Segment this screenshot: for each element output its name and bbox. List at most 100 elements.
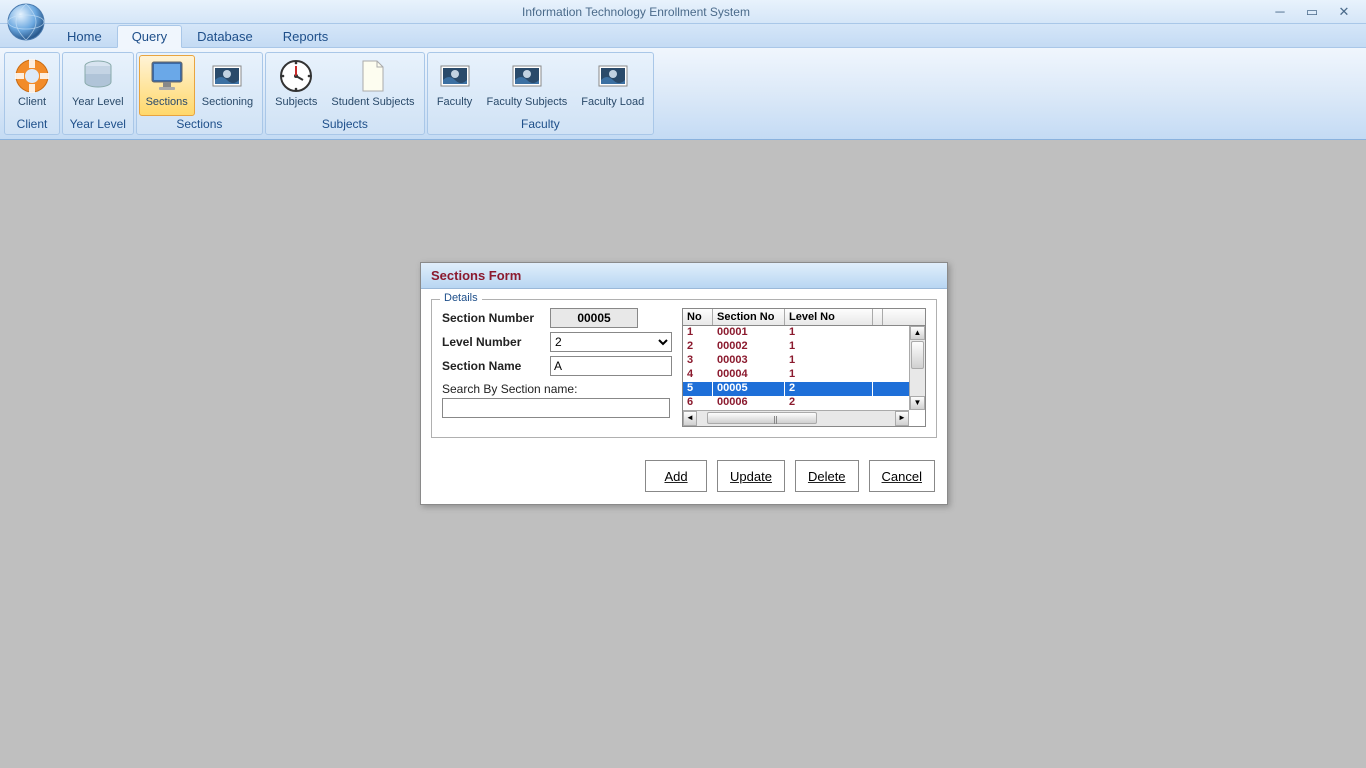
level-number-label: Level Number bbox=[442, 335, 550, 349]
hscroll-thumb[interactable] bbox=[707, 412, 817, 424]
app-title: Information Technology Enrollment System bbox=[0, 5, 1272, 19]
scroll-down-icon[interactable]: ▼ bbox=[910, 396, 925, 410]
photo-icon bbox=[437, 58, 473, 94]
scroll-thumb[interactable] bbox=[911, 341, 924, 369]
section-number-field: 00005 bbox=[550, 308, 638, 328]
scroll-left-icon[interactable]: ◄ bbox=[683, 411, 697, 426]
ribbon-item-label: Student Subjects bbox=[331, 96, 414, 108]
ribbon-group-label: Faculty bbox=[430, 116, 652, 132]
tab-home[interactable]: Home bbox=[52, 25, 117, 47]
ribbon-item-sections[interactable]: Sections bbox=[139, 55, 195, 116]
ribbon-item-label: Year Level bbox=[72, 96, 124, 108]
update-button[interactable]: Update bbox=[717, 460, 785, 492]
ribbon-item-faculty-subjects[interactable]: Faculty Subjects bbox=[480, 55, 575, 116]
col-section-no[interactable]: Section No bbox=[713, 309, 785, 325]
level-number-select[interactable]: 12 bbox=[550, 332, 672, 352]
table-row[interactable]: 2000021 bbox=[683, 340, 909, 354]
table-cell: 00001 bbox=[713, 326, 785, 340]
col-extra[interactable] bbox=[873, 309, 883, 325]
table-cell: 00006 bbox=[713, 396, 785, 410]
section-name-label: Section Name bbox=[442, 359, 550, 373]
dbstack-icon bbox=[80, 58, 116, 94]
window-controls: ─ ▭ ✕ bbox=[1272, 4, 1366, 20]
col-level-no[interactable]: Level No bbox=[785, 309, 873, 325]
table-cell: 1 bbox=[683, 326, 713, 340]
datagrid-header: No Section No Level No bbox=[683, 309, 925, 326]
table-row[interactable]: 6000062 bbox=[683, 396, 909, 410]
ribbon-group-subjects: Subjects Student Subjects Subjects bbox=[265, 52, 424, 135]
datagrid-vscrollbar[interactable]: ▲ ▼ bbox=[909, 326, 925, 410]
ribbon-item-client[interactable]: Client bbox=[7, 55, 57, 116]
monitor-icon bbox=[149, 58, 185, 94]
scroll-up-icon[interactable]: ▲ bbox=[910, 326, 925, 340]
table-cell: 2 bbox=[785, 396, 873, 410]
table-cell: 00003 bbox=[713, 354, 785, 368]
ribbon-item-student-subjects[interactable]: Student Subjects bbox=[324, 55, 421, 116]
tab-reports[interactable]: Reports bbox=[268, 25, 344, 47]
ribbon-group-label: Subjects bbox=[268, 116, 421, 132]
table-cell: 1 bbox=[785, 368, 873, 382]
ribbon-item-label: Sectioning bbox=[202, 96, 253, 108]
table-cell: 2 bbox=[785, 382, 873, 396]
dialog-title: Sections Form bbox=[421, 263, 947, 289]
menu-tabs: Home Query Database Reports bbox=[0, 24, 1366, 48]
ribbon-item-label: Subjects bbox=[275, 96, 317, 108]
page-icon bbox=[355, 58, 391, 94]
workspace: Sections Form Details Section Number 000… bbox=[0, 140, 1366, 768]
clock-icon bbox=[278, 58, 314, 94]
ribbon-item-label: Faculty bbox=[437, 96, 472, 108]
photo-icon bbox=[209, 58, 245, 94]
table-cell: 1 bbox=[785, 340, 873, 354]
ribbon-group-sections: SectionsSectioningSections bbox=[136, 52, 264, 135]
details-fieldset: Details Section Number 00005 Level Numbe… bbox=[431, 299, 937, 438]
table-row[interactable]: 5000052 bbox=[683, 382, 909, 396]
ribbon-item-label: Faculty Subjects bbox=[487, 96, 568, 108]
ribbon-item-label: Sections bbox=[146, 96, 188, 108]
ribbon-group-faculty: Faculty Faculty Subjects Faculty Load Facul… bbox=[427, 52, 655, 135]
ribbon-item-year-level[interactable]: Year Level bbox=[65, 55, 131, 116]
ribbon-item-sectioning[interactable]: Sectioning bbox=[195, 55, 260, 116]
maximize-button[interactable]: ▭ bbox=[1304, 4, 1320, 20]
table-row[interactable]: 3000031 bbox=[683, 354, 909, 368]
titlebar: Information Technology Enrollment System… bbox=[0, 0, 1366, 24]
datagrid-hscrollbar[interactable]: ◄ ► bbox=[683, 410, 909, 426]
ribbon-group-label: Client bbox=[7, 116, 57, 132]
dialog-actions: Add Update Delete Cancel bbox=[421, 448, 947, 504]
ribbon-item-label: Faculty Load bbox=[581, 96, 644, 108]
scroll-right-icon[interactable]: ► bbox=[895, 411, 909, 426]
table-row[interactable]: 1000011 bbox=[683, 326, 909, 340]
section-name-input[interactable] bbox=[550, 356, 672, 376]
cancel-button[interactable]: Cancel bbox=[869, 460, 935, 492]
ribbon: ClientClientYear LevelYear LevelSections… bbox=[0, 48, 1366, 140]
table-cell: 2 bbox=[683, 340, 713, 354]
search-input[interactable] bbox=[442, 398, 670, 418]
photo-icon bbox=[595, 58, 631, 94]
ribbon-item-faculty[interactable]: Faculty bbox=[430, 55, 480, 116]
app-orb-icon[interactable] bbox=[6, 2, 46, 42]
table-cell: 6 bbox=[683, 396, 713, 410]
lifebuoy-icon bbox=[14, 58, 50, 94]
ribbon-item-faculty-load[interactable]: Faculty Load bbox=[574, 55, 651, 116]
close-button[interactable]: ✕ bbox=[1336, 4, 1352, 20]
tab-query[interactable]: Query bbox=[117, 25, 182, 48]
ribbon-item-label: Client bbox=[18, 96, 46, 108]
table-cell: 00004 bbox=[713, 368, 785, 382]
table-cell: 1 bbox=[785, 326, 873, 340]
section-number-label: Section Number bbox=[442, 311, 550, 325]
minimize-button[interactable]: ─ bbox=[1272, 4, 1288, 20]
table-cell: 1 bbox=[785, 354, 873, 368]
search-label: Search By Section name: bbox=[442, 382, 672, 396]
photo-icon bbox=[509, 58, 545, 94]
tab-database[interactable]: Database bbox=[182, 25, 268, 47]
ribbon-item-subjects[interactable]: Subjects bbox=[268, 55, 324, 116]
ribbon-group-client: Client Client bbox=[4, 52, 60, 135]
col-no[interactable]: No bbox=[683, 309, 713, 325]
sections-datagrid: No Section No Level No 10000112000021300… bbox=[682, 308, 926, 427]
sections-form-dialog: Sections Form Details Section Number 000… bbox=[420, 262, 948, 505]
table-cell: 5 bbox=[683, 382, 713, 396]
delete-button[interactable]: Delete bbox=[795, 460, 859, 492]
table-cell: 00002 bbox=[713, 340, 785, 354]
table-cell: 3 bbox=[683, 354, 713, 368]
add-button[interactable]: Add bbox=[645, 460, 707, 492]
table-row[interactable]: 4000041 bbox=[683, 368, 909, 382]
